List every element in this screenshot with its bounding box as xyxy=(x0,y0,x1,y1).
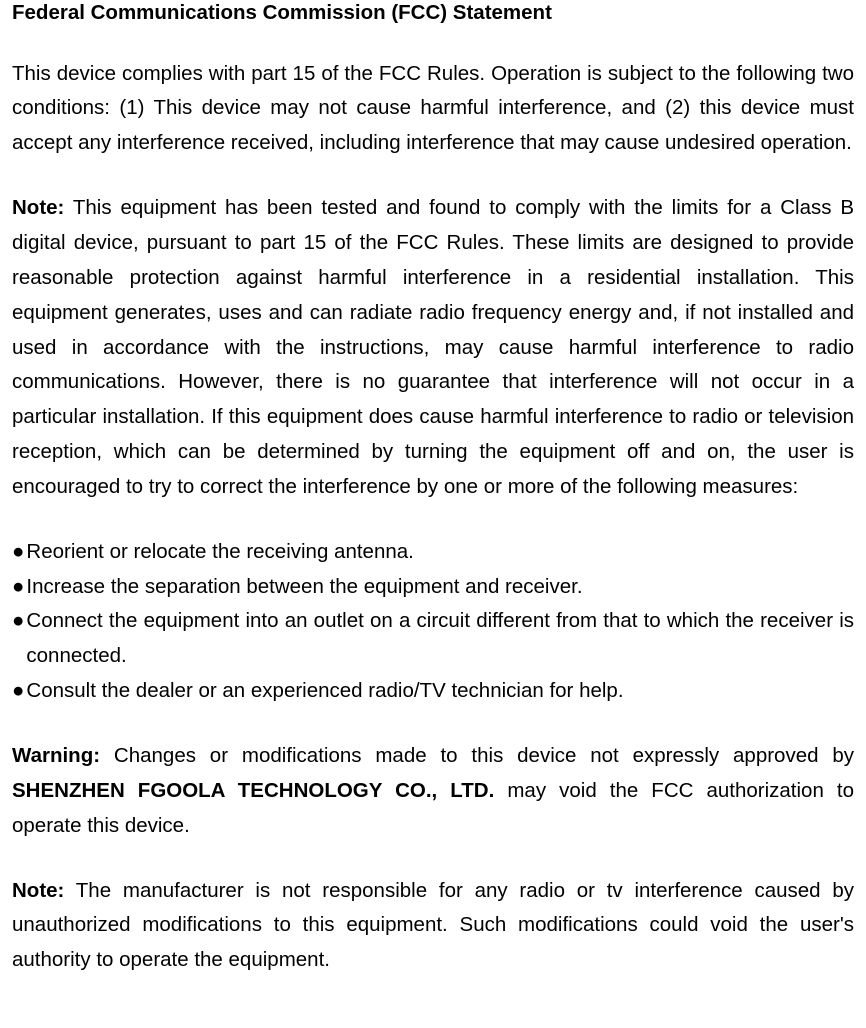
warning-body-pre: Changes or modifications made to this de… xyxy=(100,744,854,767)
note-label: Note: xyxy=(12,196,64,219)
note-paragraph-1: Note: This equipment has been tested and… xyxy=(12,191,854,505)
list-item-text: Consult the dealer or an experienced rad… xyxy=(26,674,854,709)
list-item-text: Reorient or relocate the receiving anten… xyxy=(26,535,854,570)
list-item: ● Increase the separation between the eq… xyxy=(12,570,854,605)
measures-list: ● Reorient or relocate the receiving ant… xyxy=(12,535,854,709)
list-item-text: Increase the separation between the equi… xyxy=(26,570,854,605)
list-item: ● Reorient or relocate the receiving ant… xyxy=(12,535,854,570)
bullet-icon: ● xyxy=(12,604,26,674)
note-label: Note: xyxy=(12,879,64,902)
warning-label: Warning: xyxy=(12,744,100,767)
list-item-text: Connect the equipment into an outlet on … xyxy=(26,604,854,674)
page-title: Federal Communications Commission (FCC) … xyxy=(12,0,854,27)
company-name: SHENZHEN FGOOLA TECHNOLOGY CO., LTD. xyxy=(12,779,494,802)
note-paragraph-2: Note: The manufacturer is not responsibl… xyxy=(12,874,854,979)
list-item: ● Consult the dealer or an experienced r… xyxy=(12,674,854,709)
fcc-statement-page: Federal Communications Commission (FCC) … xyxy=(0,0,866,1028)
bullet-icon: ● xyxy=(12,570,26,605)
note-body: The manufacturer is not responsible for … xyxy=(12,879,854,972)
bullet-icon: ● xyxy=(12,535,26,570)
note-body: This equipment has been tested and found… xyxy=(12,196,854,498)
list-item: ● Connect the equipment into an outlet o… xyxy=(12,604,854,674)
compliance-paragraph: This device complies with part 15 of the… xyxy=(12,57,854,162)
warning-paragraph: Warning: Changes or modifications made t… xyxy=(12,739,854,844)
bullet-icon: ● xyxy=(12,674,26,709)
